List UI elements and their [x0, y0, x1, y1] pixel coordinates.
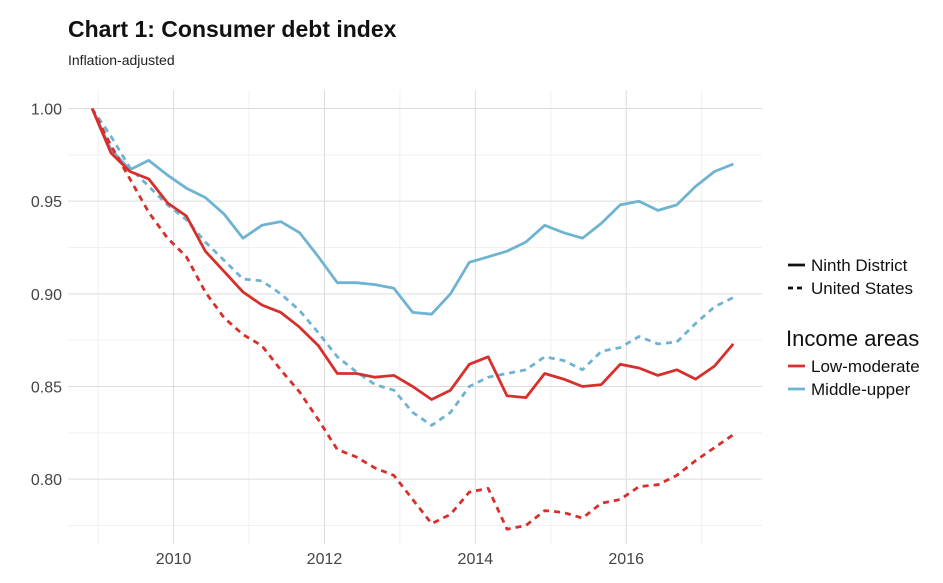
axis-ticks: 2010 2012 2014 2016 0.80 0.85 0.90 0.95 1.00	[31, 102, 644, 568]
x-tick-label: 2010	[156, 551, 192, 568]
series-line-low-moderate-ninth-district	[90, 107, 735, 401]
series-line-middle-upper-ninth-district	[90, 107, 734, 316]
series-line-low-moderate-united-states	[90, 107, 735, 531]
x-tick-label: 2012	[307, 551, 343, 568]
chart-title: Chart 1: Consumer debt index	[68, 16, 397, 42]
y-tick-label: 0.95	[31, 194, 62, 211]
series-line-middle-upper-united-states	[90, 107, 734, 427]
legend-label: Low-moderate	[811, 357, 920, 376]
legend-title: Income areas	[786, 326, 919, 351]
legend-label: Ninth District	[811, 256, 908, 275]
x-tick-label: 2014	[458, 551, 494, 568]
x-tick-label: 2016	[608, 551, 644, 568]
y-tick-label: 1.00	[31, 102, 62, 119]
chart-subtitle: Inflation-adjusted	[68, 52, 175, 68]
y-tick-label: 0.80	[31, 472, 62, 489]
y-tick-label: 0.90	[31, 287, 62, 304]
legend: Ninth District United States Income areas L…	[786, 256, 920, 399]
grid	[68, 90, 762, 544]
y-tick-label: 0.85	[31, 379, 62, 396]
legend-label: Middle-upper	[811, 380, 911, 399]
series-lines	[90, 107, 735, 531]
legend-label: United States	[811, 279, 913, 298]
